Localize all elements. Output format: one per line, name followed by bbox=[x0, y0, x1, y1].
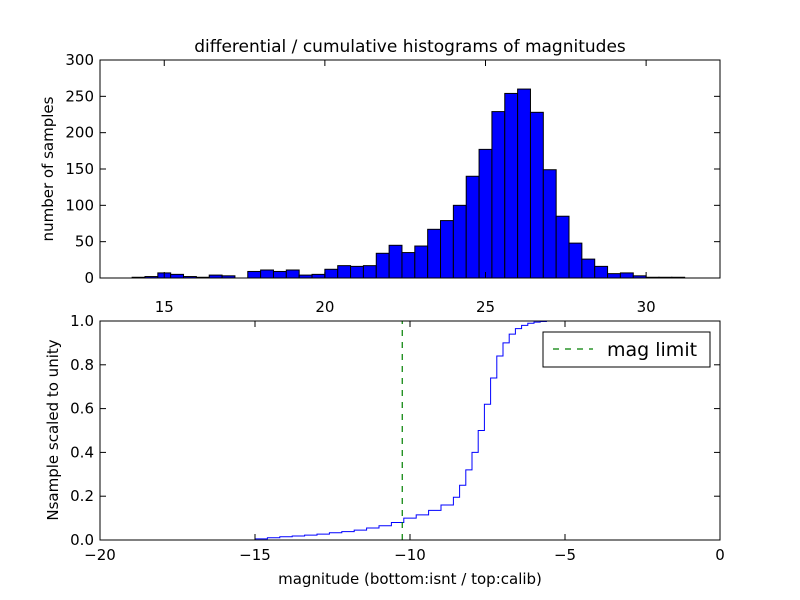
histogram-bar bbox=[272, 270, 287, 279]
histogram-bar bbox=[555, 215, 570, 279]
histogram-bar bbox=[465, 175, 480, 279]
histogram-bar bbox=[362, 265, 377, 279]
x-tick-label: −10 bbox=[394, 546, 426, 564]
y-tick-label: 100 bbox=[65, 196, 94, 214]
histogram-bar bbox=[529, 111, 544, 279]
histogram-bar bbox=[491, 111, 506, 279]
histogram-bar bbox=[581, 258, 596, 279]
histogram-bar bbox=[388, 244, 403, 279]
histogram-bar bbox=[311, 273, 326, 279]
histogram-y-axis-label: number of samples bbox=[39, 96, 57, 241]
histogram-panel: differential / cumulative histograms of … bbox=[39, 37, 721, 316]
y-tick-label: 0.6 bbox=[70, 400, 94, 418]
histogram-bar bbox=[594, 265, 609, 279]
x-tick-label: 0 bbox=[715, 546, 725, 564]
y-tick-label: 0 bbox=[84, 269, 94, 287]
histogram-bar bbox=[427, 228, 442, 279]
legend: mag limit bbox=[542, 331, 711, 368]
histogram-bar bbox=[568, 242, 583, 279]
histogram-y-ticks: 0 50 100 150 200 250 300 bbox=[65, 51, 720, 287]
y-tick-label: 0.8 bbox=[70, 356, 94, 374]
histogram-bar bbox=[170, 273, 185, 279]
histogram-bar bbox=[542, 169, 557, 279]
histogram-bar bbox=[504, 92, 519, 279]
y-tick-label: 50 bbox=[75, 233, 94, 251]
histogram-bar bbox=[401, 252, 416, 279]
cumulative-lines bbox=[100, 320, 720, 541]
cumulative-y-axis-label: Nsample scaled to unity bbox=[44, 339, 62, 520]
histogram-bar bbox=[324, 268, 339, 279]
x-tick-label: 25 bbox=[476, 298, 495, 316]
y-tick-label: 300 bbox=[65, 51, 94, 69]
histogram-bar bbox=[260, 269, 274, 279]
x-tick-label: −15 bbox=[239, 546, 271, 564]
cumulative-y-ticks: 0.0 0.2 0.4 0.6 0.8 1.0 bbox=[70, 312, 720, 549]
y-tick-label: 150 bbox=[65, 160, 94, 178]
cumulative-step-line bbox=[100, 320, 720, 541]
x-tick-label: −5 bbox=[554, 546, 576, 564]
histogram-bar bbox=[375, 252, 390, 279]
chart-title: differential / cumulative histograms of … bbox=[194, 37, 626, 57]
cumulative-x-ticks: −20 −15 −10 −5 0 bbox=[84, 321, 725, 564]
histogram-bar bbox=[414, 245, 429, 279]
histogram-bar bbox=[247, 270, 262, 279]
x-tick-label: −20 bbox=[84, 546, 116, 564]
histogram-bar bbox=[285, 269, 300, 279]
x-tick-label: 30 bbox=[637, 298, 656, 316]
histogram-bar bbox=[478, 148, 493, 279]
y-tick-label: 200 bbox=[65, 124, 94, 142]
histogram-x-ticks: 15 20 25 30 bbox=[155, 60, 656, 316]
histogram-bar bbox=[452, 204, 467, 279]
x-tick-label: 20 bbox=[315, 298, 334, 316]
x-tick-label: 15 bbox=[155, 298, 174, 316]
y-tick-label: 0.2 bbox=[70, 487, 94, 505]
y-tick-label: 250 bbox=[65, 87, 94, 105]
histogram-bar bbox=[337, 265, 352, 279]
histogram-bar bbox=[607, 273, 621, 279]
y-tick-label: 1.0 bbox=[70, 312, 94, 330]
cumulative-x-axis-label: magnitude (bottom:isnt / top:calib) bbox=[278, 570, 542, 588]
legend-mag-limit-label: mag limit bbox=[607, 339, 697, 361]
y-tick-label: 0.4 bbox=[70, 443, 94, 461]
histogram-bar bbox=[440, 220, 454, 279]
histogram-bar bbox=[517, 88, 531, 279]
cumulative-panel: 0.0 0.2 0.4 0.6 0.8 1.0 −20 −15 −10 −5 0 Nsample … bbox=[44, 312, 725, 588]
y-tick-label: 0.0 bbox=[70, 531, 94, 549]
histogram-bar bbox=[350, 265, 364, 279]
histogram-bar bbox=[619, 272, 634, 279]
